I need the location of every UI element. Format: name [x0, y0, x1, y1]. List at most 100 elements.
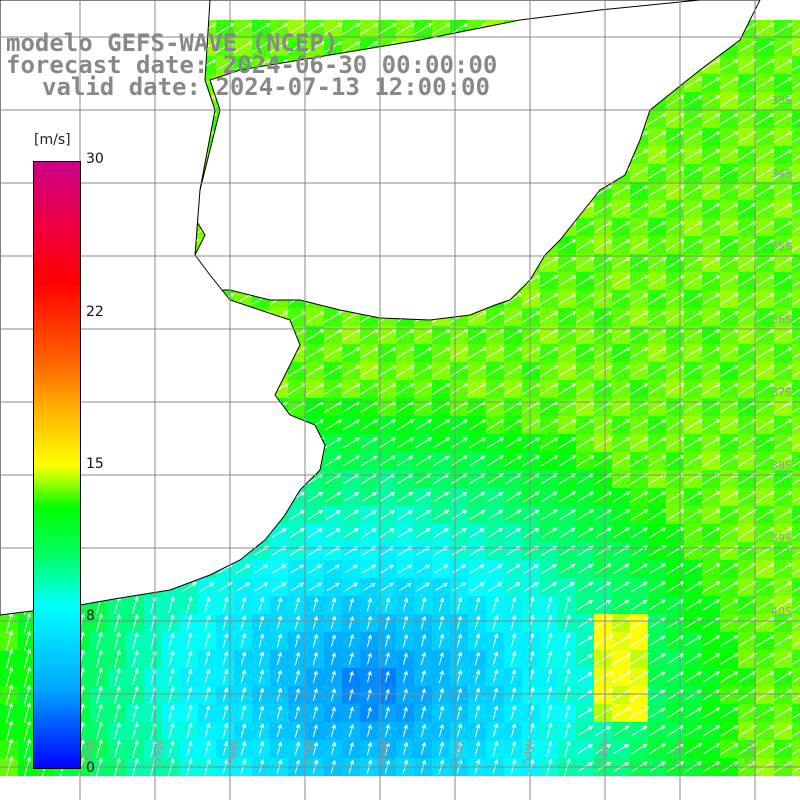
wind-arrow [468, 419, 487, 431]
wind-arrow [522, 473, 541, 485]
wind-arrow [233, 40, 253, 53]
wind-arrow [647, 167, 667, 179]
wind-arrow [294, 615, 301, 630]
wind-arrow [701, 436, 721, 449]
wind-arrow [96, 685, 103, 704]
wind-arrow [312, 651, 319, 666]
wind-arrow [240, 687, 247, 702]
wind-arrow [252, 23, 271, 35]
wind-arrow [234, 59, 253, 71]
wind-arrow [342, 419, 361, 431]
wind-arrow [595, 581, 612, 592]
wind-arrow [683, 274, 703, 287]
wind-arrow [474, 705, 481, 720]
wind-arrow [575, 293, 595, 305]
wind-arrow [240, 632, 247, 649]
wind-arrow [773, 617, 793, 629]
wind-arrow [402, 615, 409, 630]
wind-arrow [204, 686, 211, 703]
wind-arrow [330, 634, 337, 648]
wind-arrow [791, 407, 800, 413]
wind-arrow [540, 455, 559, 467]
wind-arrow [276, 669, 283, 684]
wind-arrow [395, 346, 415, 359]
wind-cell [792, 686, 800, 704]
wind-cell [792, 506, 800, 524]
wind-arrow [648, 581, 666, 593]
wind-arrow [485, 419, 505, 431]
wind-cell [792, 110, 800, 128]
wind-arrow [701, 221, 721, 233]
wind-arrow [647, 239, 667, 251]
wind-arrow [450, 419, 469, 431]
wind-arrow [792, 587, 800, 593]
wind-arrow [774, 149, 793, 161]
wind-arrow [611, 184, 631, 197]
wind-arrow [559, 582, 575, 592]
wind-arrow [420, 741, 427, 756]
wind-arrow [492, 596, 499, 613]
wind-arrow [773, 23, 793, 35]
wind-arrow [576, 491, 595, 503]
wind-cell [792, 236, 800, 254]
wind-arrow [23, 684, 31, 705]
wind-arrow [719, 185, 739, 197]
wind-arrow [684, 95, 703, 107]
wind-arrow [510, 723, 517, 738]
wind-arrow [773, 293, 793, 305]
wind-arrow [593, 706, 614, 720]
wind-arrow [384, 634, 391, 648]
wind-arrow [575, 382, 595, 395]
wind-arrow [564, 596, 571, 614]
wind-arrow [755, 131, 775, 143]
wind-arrow [114, 685, 121, 704]
wind-arrow [773, 598, 793, 611]
latitude-label: 40S [771, 605, 792, 618]
wind-arrow [114, 613, 121, 632]
wind-arrow [773, 724, 793, 737]
wind-arrow [738, 77, 757, 89]
wind-arrow [737, 347, 757, 359]
wind-arrow [611, 382, 631, 395]
wind-arrow [308, 564, 323, 574]
wind-arrow [720, 365, 739, 377]
wind-arrow [306, 329, 325, 341]
wind-arrow [470, 582, 485, 592]
wind-arrow [349, 688, 354, 701]
wind-arrow [361, 473, 378, 485]
wind-arrow [414, 23, 433, 35]
wind-arrow [240, 740, 247, 757]
wind-arrow [595, 743, 612, 754]
wind-arrow [666, 329, 685, 341]
wind-arrow [258, 687, 265, 702]
wind-arrow [702, 725, 721, 737]
wind-arrow [702, 671, 721, 683]
wind-arrow [438, 741, 445, 756]
wind-arrow [414, 347, 433, 359]
wind-arrow [564, 686, 571, 703]
wind-arrow [665, 382, 685, 395]
wind-arrow [181, 582, 198, 592]
wind-arrow [487, 491, 504, 502]
wind-arrow [326, 582, 340, 592]
wind-arrow [593, 329, 613, 341]
wind-arrow [467, 310, 487, 323]
wind-cell [792, 272, 800, 290]
wind-arrow [684, 563, 703, 575]
wind-arrow [773, 310, 793, 323]
wind-arrow [434, 582, 448, 592]
wind-arrow [308, 528, 323, 538]
wind-arrow [294, 688, 301, 701]
wind-arrow [773, 689, 793, 701]
latitude-label: 34S [771, 167, 792, 180]
wind-arrow [330, 597, 337, 612]
wind-arrow [773, 202, 793, 215]
wind-arrow [420, 688, 426, 701]
wind-arrow [631, 725, 648, 737]
wind-arrow [630, 509, 649, 521]
wind-arrow [774, 743, 793, 755]
model-title: modelo GEFS-WAVE (NCEP) [6, 29, 339, 57]
wind-arrow [791, 209, 800, 215]
wind-arrow [378, 347, 397, 359]
wind-arrow [701, 364, 721, 377]
